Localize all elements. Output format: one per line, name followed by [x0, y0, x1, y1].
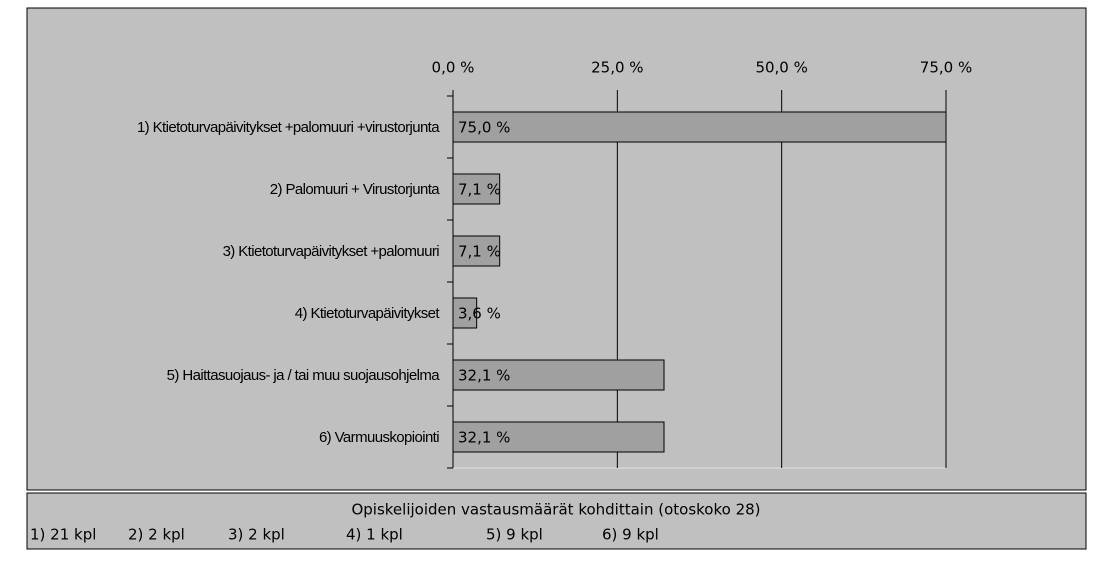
bar [452, 297, 478, 329]
footnote-title: Opiskelijoiden vastausmäärät kohdittain … [351, 501, 760, 519]
footnote-item: 3) 2 kpl [228, 526, 285, 544]
x-tick-label: 0,0 % [432, 59, 475, 77]
x-tick-label: 75,0 % [920, 59, 972, 77]
footnote-item: 5) 9 kpl [486, 526, 543, 544]
y-tick-label: 4) Ktietoturvapäivitykset [295, 305, 441, 322]
value-label: 32,1 % [458, 429, 510, 447]
footnote-panel [26, 492, 1087, 550]
footnote-item: 4) 1 kpl [346, 526, 403, 544]
y-tick-label: 3) Ktietoturvapäivitykset +palomuuri [223, 243, 440, 260]
bar [452, 111, 947, 143]
bar [452, 173, 501, 205]
value-label: 7,1 % [458, 181, 501, 199]
bar [452, 421, 665, 453]
bar [452, 359, 665, 391]
value-label: 75,0 % [458, 119, 510, 137]
y-tick-label: 6) Varmuuskopiointi [319, 429, 439, 446]
footnote-item: 2) 2 kpl [128, 526, 185, 544]
value-label: 3,6 % [458, 305, 501, 323]
y-tick-label: 2) Palomuuri + Virustorjunta [270, 181, 441, 198]
footnote-item: 1) 21 kpl [30, 526, 96, 544]
value-label: 7,1 % [458, 243, 501, 261]
value-label: 32,1 % [458, 367, 510, 385]
chart-panel [26, 7, 1087, 491]
footnote-item: 6) 9 kpl [602, 526, 659, 544]
y-tick-label: 1) Ktietoturvapäivitykset +palomuuri +vi… [137, 119, 440, 136]
bar [452, 235, 501, 267]
x-tick-label: 50,0 % [755, 59, 807, 77]
x-tick-label: 25,0 % [591, 59, 643, 77]
y-tick-label: 5) Haittasuojaus- ja / tai muu suojausoh… [167, 367, 441, 384]
